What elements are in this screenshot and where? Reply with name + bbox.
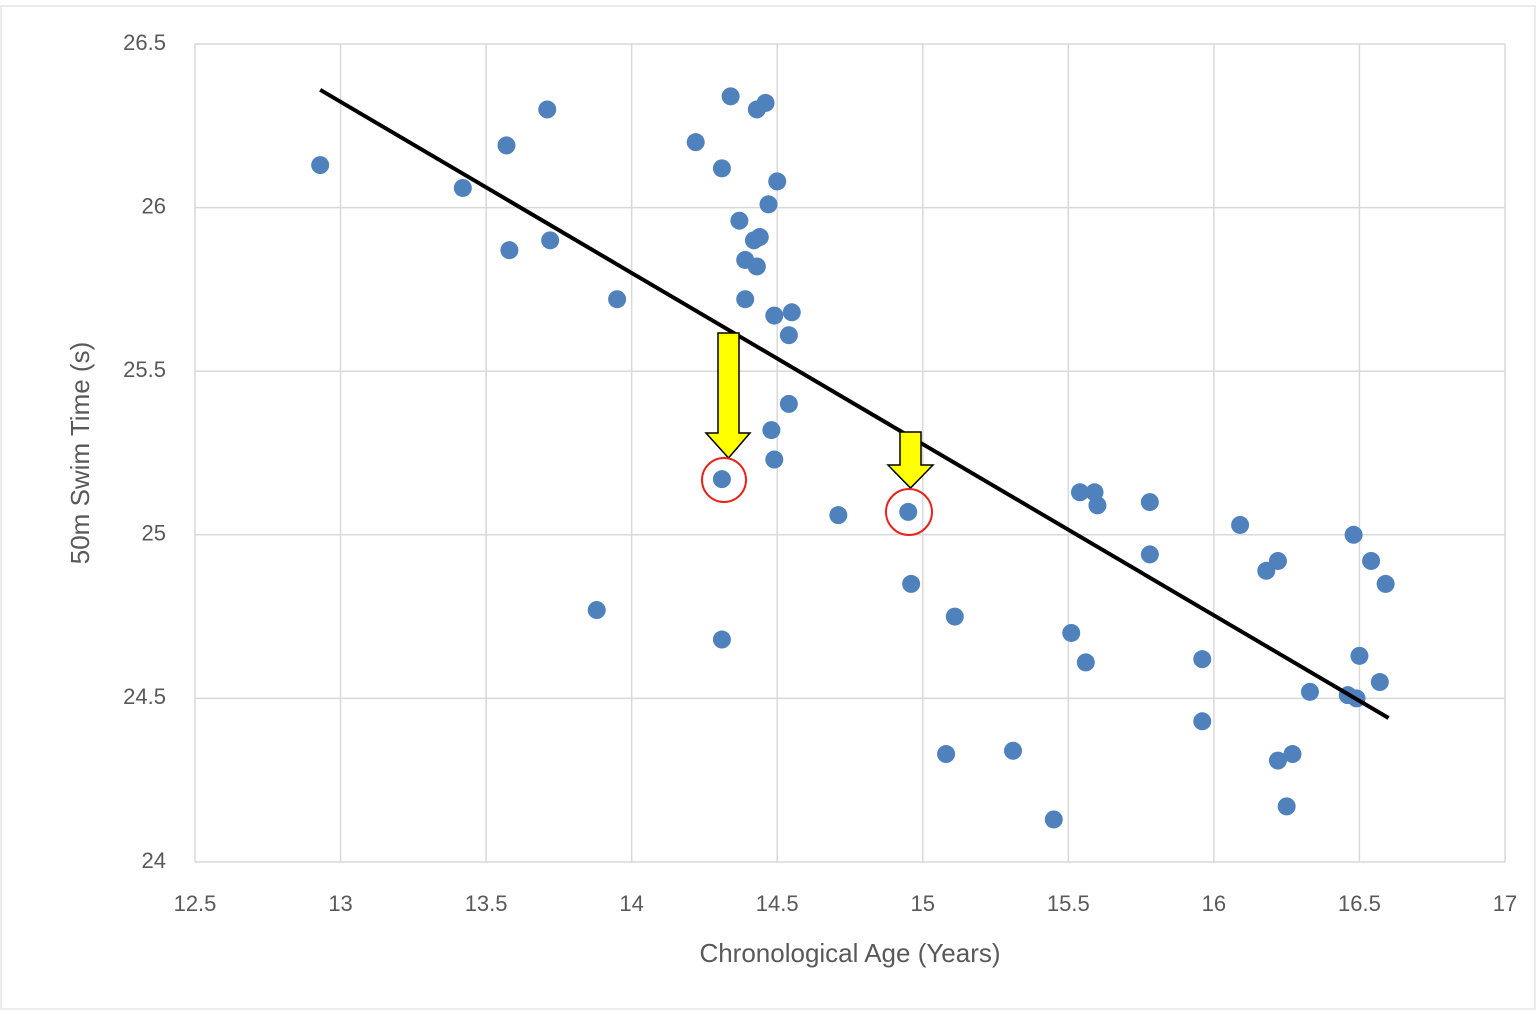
point: [608, 290, 627, 309]
point: [311, 156, 330, 175]
point: [1300, 682, 1319, 701]
highlight-circle: [701, 457, 747, 503]
point: [768, 172, 787, 191]
point: [759, 195, 778, 214]
point: [782, 303, 801, 322]
x-tick-label: 14.5: [756, 891, 799, 916]
point: [587, 601, 606, 620]
point: [1268, 751, 1287, 770]
point: [765, 450, 784, 469]
x-tick-label: 15.5: [1047, 891, 1090, 916]
point: [1277, 797, 1296, 816]
x-tick-label: 14: [619, 891, 643, 916]
point: [1076, 653, 1095, 672]
point: [765, 306, 784, 325]
trendline: [319, 88, 1390, 720]
y-tick-label: 26.5: [123, 30, 166, 55]
x-tick-label: 16.5: [1338, 891, 1381, 916]
point: [1350, 646, 1369, 665]
point: [1088, 496, 1107, 515]
point: [736, 290, 755, 309]
point: [747, 257, 766, 276]
point: [712, 470, 731, 489]
point: [1140, 545, 1159, 564]
x-tick-label: 16: [1202, 891, 1226, 916]
y-tick-label: 25: [142, 521, 166, 546]
arrow: [704, 332, 752, 460]
x-tick-label: 17: [1493, 891, 1517, 916]
marks: [311, 87, 1395, 829]
arrow: [886, 431, 935, 490]
point: [899, 502, 918, 521]
point: [902, 574, 921, 593]
point: [730, 211, 749, 230]
point: [779, 326, 798, 345]
point: [1193, 712, 1212, 731]
annotations: [701, 332, 935, 536]
point: [1344, 525, 1363, 544]
point: [1362, 551, 1381, 570]
point: [712, 159, 731, 178]
point: [500, 241, 519, 260]
point: [1193, 650, 1212, 669]
chart-frame: [0, 5, 1536, 1010]
y-tick-label: 24.5: [123, 684, 166, 709]
x-tick-label: 13.5: [465, 891, 508, 916]
x-tick-label: 13: [328, 891, 352, 916]
grid: 24 24.5 25 25.5 26 26.5 12.5 13 13.5 14 14.5 15 15.5…: [123, 30, 1517, 916]
point: [762, 421, 781, 440]
point: [1070, 483, 1089, 502]
point: [1268, 551, 1287, 570]
point: [1376, 574, 1395, 593]
point: [1044, 810, 1063, 829]
point: [1231, 515, 1250, 534]
point: [1004, 741, 1023, 760]
point: [1283, 745, 1302, 764]
point: [1062, 623, 1081, 642]
point: [1140, 493, 1159, 512]
x-tick-label: 12.5: [174, 891, 217, 916]
point: [453, 178, 472, 197]
y-tick-label: 26: [142, 193, 166, 218]
point: [829, 506, 848, 525]
y-tick-label: 25.5: [123, 357, 166, 382]
point: [712, 630, 731, 649]
point: [1370, 673, 1389, 692]
point: [779, 394, 798, 413]
point: [945, 607, 964, 626]
x-tick-label: 15: [911, 891, 935, 916]
point: [937, 745, 956, 764]
point: [756, 93, 775, 112]
point: [686, 133, 705, 152]
point: [750, 228, 769, 247]
point: [497, 136, 516, 155]
highlight-circle: [885, 488, 933, 536]
point: [721, 87, 740, 106]
point: [541, 231, 560, 250]
y-tick-label: 24: [142, 848, 166, 873]
y-axis-title: 50m Swim Time (s): [65, 342, 95, 564]
point: [538, 100, 557, 119]
x-axis-title: Chronological Age (Years): [699, 938, 1000, 968]
